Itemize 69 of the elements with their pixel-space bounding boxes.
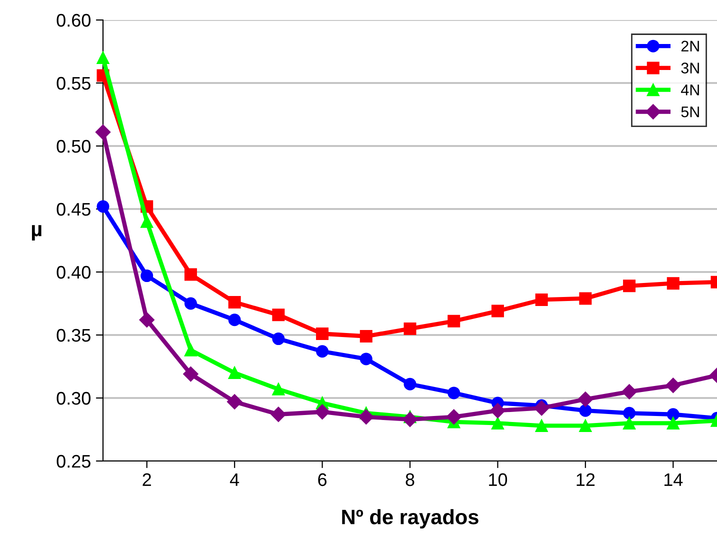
point [622,384,637,400]
point [272,332,285,346]
point [623,406,636,420]
y-tick-label: 0.45 [56,202,90,216]
point [535,293,548,306]
y-tick-label: 0.55 [56,76,90,90]
legend-label: 4N [681,84,699,96]
x-tick-label: 12 [576,473,595,486]
point [534,400,550,416]
point [491,416,504,430]
x-tick-label: 6 [318,473,327,486]
point [314,404,330,420]
point [96,200,110,213]
point [446,409,462,424]
point [184,344,197,356]
y-tick-label: 0.35 [56,328,90,342]
point [228,296,241,308]
x-tick-label: 14 [664,473,683,486]
x-tick-label: 10 [489,473,508,486]
legend-label: 3N [681,62,699,74]
x-tick-label: 8 [406,473,414,486]
point [666,408,680,421]
point [184,297,197,310]
point [491,304,504,318]
x-tick-label: 2 [142,473,151,486]
point [666,378,681,393]
y-tick-label: 0.60 [56,14,90,27]
point [579,404,592,417]
point [228,366,241,380]
point [96,52,110,64]
point [448,386,460,400]
x-tick-label: 4 [230,473,240,486]
point [535,419,548,432]
point [316,327,329,340]
point [404,322,416,335]
x-axis-title: Nº de rayados [342,509,478,528]
point [579,292,592,305]
point [404,378,416,390]
point [95,124,111,140]
point [316,345,329,358]
point [578,392,593,407]
point [666,416,680,430]
point [140,270,154,282]
point [402,412,418,427]
y-axis-title: µ [32,225,42,240]
y-tick-label: 0.50 [56,140,90,153]
legend-label: 2N [681,40,699,52]
point [623,280,636,292]
point [227,394,242,410]
point [184,268,197,281]
y-tick-label: 0.25 [56,454,90,468]
point [579,419,592,432]
point [490,403,506,418]
point [666,277,680,290]
point [228,314,241,326]
point [272,382,285,396]
point [270,406,286,422]
point [360,330,372,343]
point [623,416,636,430]
y-tick-label: 0.40 [56,266,90,279]
y-tick-label: 0.30 [56,392,90,405]
legend-label: 5N [681,106,699,118]
point [139,312,154,328]
point [360,352,372,366]
point [272,308,285,322]
point [183,366,198,382]
point [140,215,154,228]
point [358,409,374,424]
point [448,314,460,328]
